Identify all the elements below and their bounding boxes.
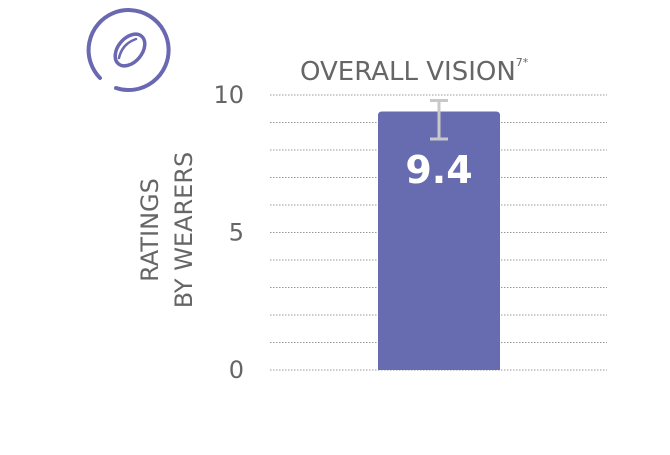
y-axis-title-line-1: RATINGS [136,178,164,282]
bar [378,111,500,370]
y-axis-title-line-2: BY WEARERS [170,152,198,309]
y-tick-label: 10 [213,81,244,109]
y-tick-label: 5 [229,219,244,247]
bar-value-label: 9.4 [405,148,472,192]
y-axis-title: RATINGS BY WEARERS [136,152,198,309]
error-bar [430,99,448,141]
y-axis-ticks: 0 5 10 [213,81,244,384]
y-tick-label: 0 [229,356,244,384]
contact-lens-icon [86,8,171,92]
bars: 9.4 [378,99,500,370]
chart-title: OVERALL VISION7* [300,56,529,87]
